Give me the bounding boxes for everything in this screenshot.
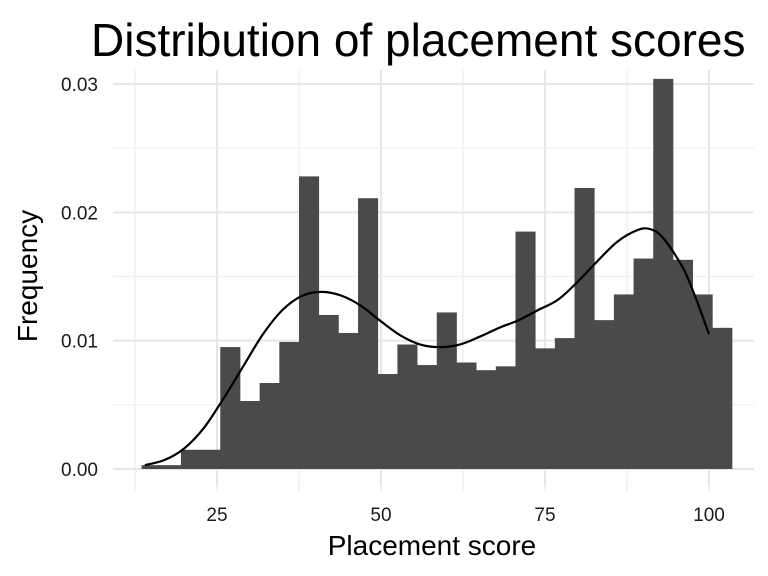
histogram-bar — [397, 344, 418, 469]
histogram-bar — [515, 231, 536, 469]
x-axis-title: Placement score — [328, 530, 537, 561]
histogram-bar — [239, 400, 261, 469]
y-axis-title: Frequency — [12, 210, 43, 342]
x-tick-label: 25 — [206, 505, 227, 526]
histogram-bar — [653, 78, 674, 469]
histogram-bar — [613, 294, 634, 469]
histogram-bar — [456, 362, 477, 469]
histogram-bars — [141, 78, 733, 469]
histogram-bar — [180, 449, 201, 469]
density-curve — [144, 227, 711, 467]
histogram-bar — [161, 465, 182, 469]
histogram-bar — [338, 332, 359, 469]
x-tick-label: 75 — [534, 505, 555, 526]
x-tick-label: 100 — [693, 505, 725, 526]
histogram-bar — [495, 366, 516, 469]
histogram-bar — [259, 383, 280, 469]
histogram-bar — [672, 259, 693, 469]
chart-title: Distribution of placement scores — [91, 14, 746, 66]
y-tick-label: 0.00 — [61, 460, 98, 481]
histogram-bar — [318, 315, 339, 469]
histogram-bar — [279, 341, 300, 469]
histogram-bar — [712, 327, 733, 469]
x-axis-ticks: 25 50 75 100 — [134, 484, 725, 526]
histogram-bar — [574, 187, 595, 469]
histogram-bar — [417, 365, 438, 469]
y-tick-label: 0.03 — [61, 75, 98, 96]
x-tick-label: 50 — [370, 505, 391, 526]
histogram-bar — [436, 312, 457, 469]
y-tick-label: 0.02 — [61, 203, 98, 224]
histogram-bar — [220, 347, 241, 469]
histogram-bar — [594, 320, 615, 469]
y-axis-ticks: 0.00 0.01 0.02 0.03 — [61, 75, 98, 481]
histogram-bar — [633, 258, 654, 469]
histogram-bar — [299, 176, 320, 469]
histogram-bar — [692, 294, 713, 469]
histogram-bar — [141, 465, 162, 469]
histogram-bar — [377, 374, 398, 469]
histogram-bar — [554, 338, 575, 469]
y-tick-label: 0.01 — [61, 332, 98, 353]
histogram-bar — [200, 449, 221, 469]
histogram-bar — [358, 198, 379, 469]
histogram-bar — [535, 348, 556, 469]
histogram-bar — [476, 370, 497, 469]
